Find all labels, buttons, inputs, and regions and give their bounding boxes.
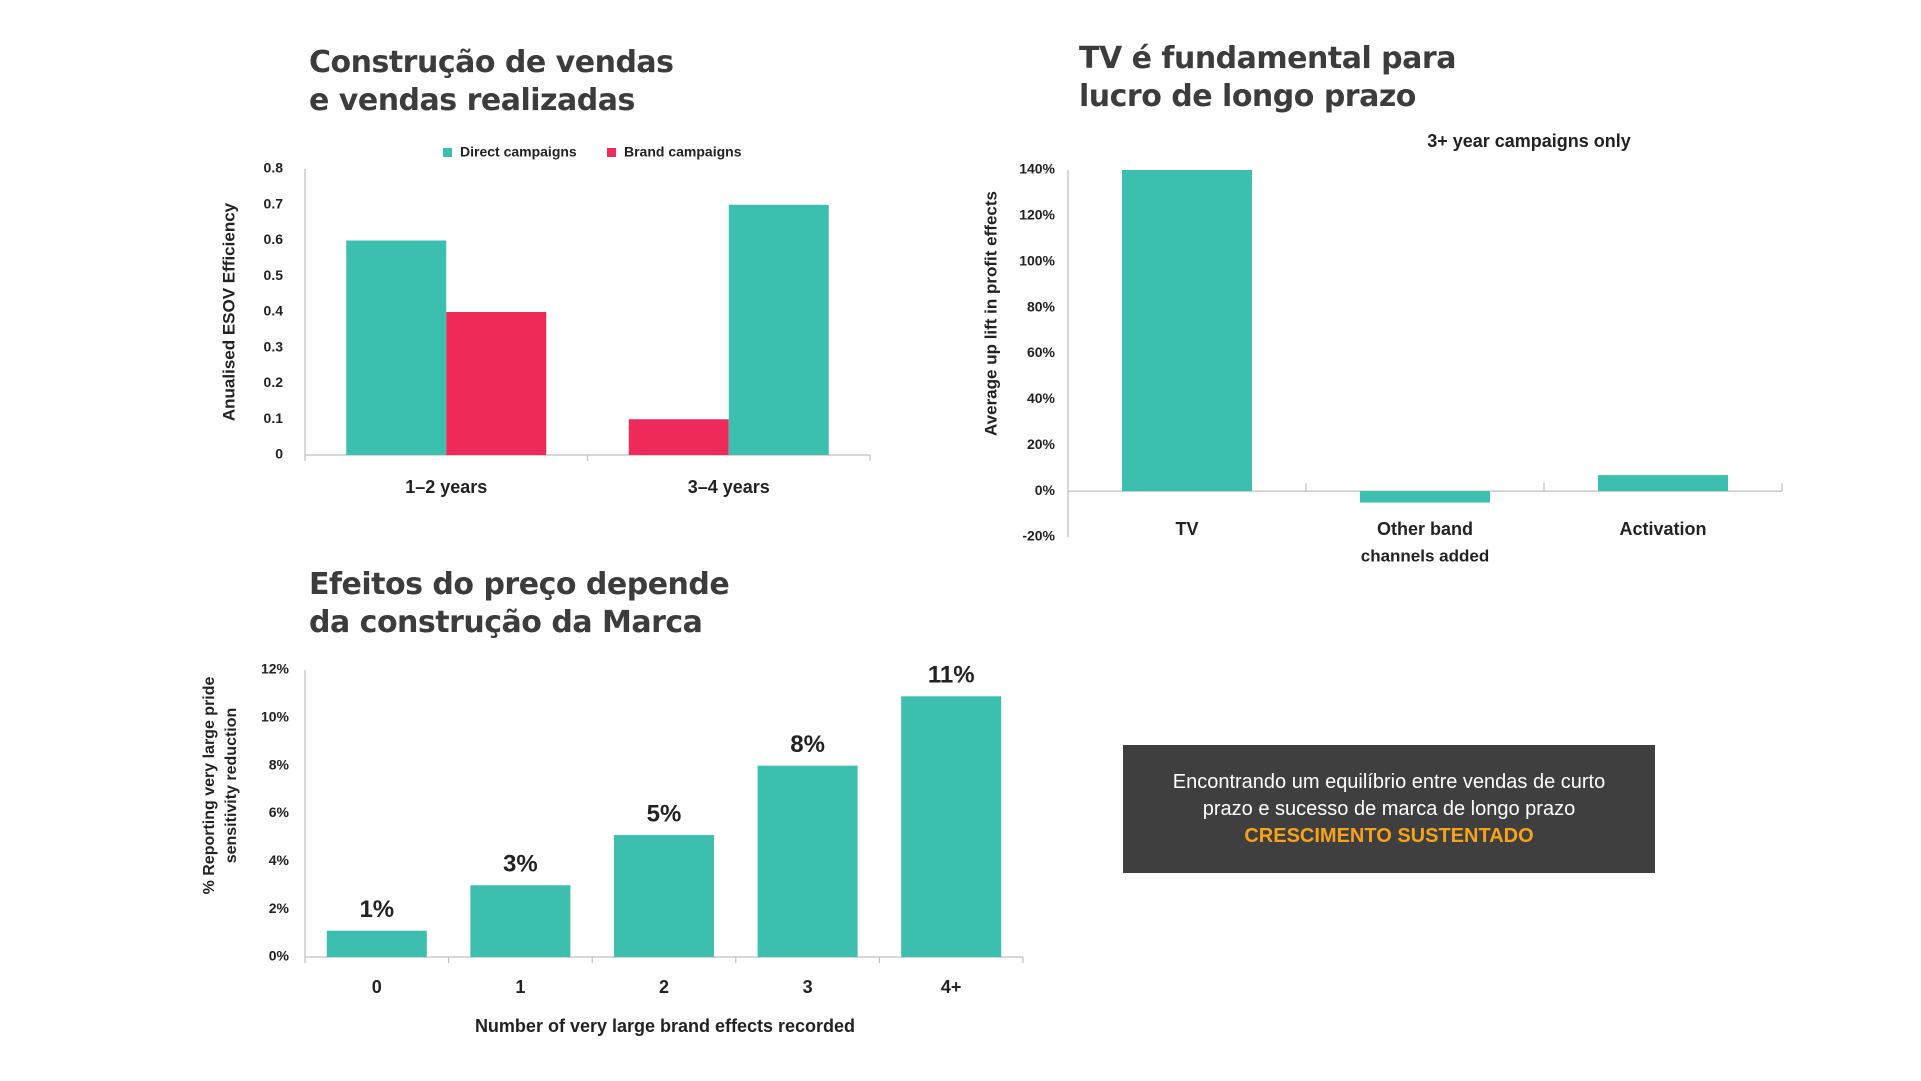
chart3-data-label: 3% xyxy=(503,851,538,878)
chart3-data-label: 1% xyxy=(359,896,394,923)
chart2-bar xyxy=(1122,170,1252,492)
chart2-y-tick-label: 120% xyxy=(1019,207,1055,223)
chart3-bar xyxy=(614,835,714,957)
chart2-x-tick-label: TV xyxy=(1175,519,1198,539)
callout-line2: prazo e sucesso de marca de longo prazo xyxy=(1202,798,1576,820)
chart3-bar xyxy=(901,696,1002,957)
chart3-y-tick-label: 0% xyxy=(269,948,290,964)
chart1-y-tick-label: 0.6 xyxy=(264,231,284,247)
chart2-y-tick-label: 40% xyxy=(1027,390,1056,406)
chart2-y-tick-label: 80% xyxy=(1027,298,1056,314)
chart3-x-tick-label: 1 xyxy=(515,977,525,997)
chart1-legend-swatch xyxy=(443,148,452,157)
chart2-title-line2: lucro de longo prazo xyxy=(1079,79,1416,114)
chart2-y-tick-label: 0% xyxy=(1035,482,1056,498)
chart3-y-tick-label: 8% xyxy=(269,756,290,772)
chart1-bar xyxy=(728,204,829,455)
chart3-y-tick-label: 4% xyxy=(269,852,290,868)
chart3-data-label: 5% xyxy=(647,800,682,827)
chart2-x-tick-label: Activation xyxy=(1619,519,1706,539)
chart1-x-tick-label: 3–4 years xyxy=(688,477,770,497)
chart1-bar xyxy=(446,312,547,455)
chart1-x-tick-label: 1–2 years xyxy=(405,477,487,497)
chart3-y-tick-label: 2% xyxy=(269,900,290,916)
chart2-y-tick-label: 140% xyxy=(1019,161,1055,177)
chart1-title-line1: Construção de vendas xyxy=(309,45,674,80)
chart3-bar xyxy=(757,765,858,957)
chart2-bar xyxy=(1360,491,1490,503)
chart1-legend-label: Direct campaigns xyxy=(460,144,577,160)
chart3-y-axis-label-line1: % Reporting very large pride xyxy=(201,676,218,894)
chart3-title-line2: da construção da Marca xyxy=(309,605,703,640)
callout-box: Encontrando um equilíbrio entre vendas d… xyxy=(1123,745,1655,873)
chart1-y-tick-label: 0.2 xyxy=(264,374,284,390)
chart1-title: Construção de vendas e vendas realizadas xyxy=(309,44,674,120)
chart1-bar xyxy=(346,240,447,455)
chart1-y-tick-label: 0 xyxy=(275,446,283,462)
chart3-bar xyxy=(470,885,571,957)
chart1-y-axis-label: Anualised ESOV Efficiency xyxy=(219,202,238,421)
chart3-y-tick-label: 10% xyxy=(261,709,290,725)
chart2-x-axis-label: channels added xyxy=(1361,546,1489,565)
chart1-y-tick-label: 0.1 xyxy=(264,410,284,426)
chart2-y-tick-label: 20% xyxy=(1027,436,1056,452)
chart1-y-tick-label: 0.7 xyxy=(264,195,284,211)
chart2-y-tick-label: 60% xyxy=(1027,344,1056,360)
chart2-title-line1: TV é fundamental para xyxy=(1079,41,1456,76)
chart3-x-tick-label: 4+ xyxy=(941,977,962,997)
chart3-y-tick-label: 12% xyxy=(261,661,290,677)
chart2-y-tick-label: 100% xyxy=(1019,252,1055,268)
chart3-title-line1: Efeitos do preço depende xyxy=(309,567,730,602)
chart3-data-label: 11% xyxy=(928,662,975,689)
chart3-title: Efeitos do preço depende da construção d… xyxy=(309,566,730,642)
chart3-bar xyxy=(326,930,427,957)
chart3-y-axis-label-line2: sensitivity reduction xyxy=(223,708,240,864)
chart1-y-tick-label: 0.5 xyxy=(264,267,284,283)
chart2-subtitle: 3+ year campaigns only xyxy=(1427,131,1631,151)
chart1-y-tick-label: 0.4 xyxy=(264,303,284,319)
chart2-y-tick-label: -20% xyxy=(1022,528,1055,544)
chart3-x-tick-label: 0 xyxy=(372,977,382,997)
callout-line1: Encontrando um equilíbrio entre vendas d… xyxy=(1172,771,1606,793)
chart1-legend-swatch xyxy=(607,148,616,157)
chart3-data-label: 8% xyxy=(790,731,825,758)
chart3-y-tick-label: 6% xyxy=(269,804,290,820)
chart1-title-line2: e vendas realizadas xyxy=(309,83,635,118)
chart1-y-tick-label: 0.3 xyxy=(264,338,284,354)
chart1-legend-label: Brand campaigns xyxy=(624,144,742,160)
chart2-title: TV é fundamental para lucro de longo pra… xyxy=(1079,40,1456,116)
chart3-x-tick-label: 2 xyxy=(659,977,669,997)
chart1-y-tick-label: 0.8 xyxy=(264,160,284,176)
chart2-y-axis-label: Average up lift in profit effects xyxy=(981,191,1000,436)
chart2-bar xyxy=(1598,475,1728,492)
chart3-x-axis-label: Number of very large brand effects recor… xyxy=(475,1016,855,1036)
chart1-bar xyxy=(628,419,729,455)
chart2-x-tick-label: Other band xyxy=(1377,519,1473,539)
callout-highlight: CRESCIMENTO SUSTENTADO xyxy=(1244,825,1534,847)
chart3-x-tick-label: 3 xyxy=(803,977,813,997)
